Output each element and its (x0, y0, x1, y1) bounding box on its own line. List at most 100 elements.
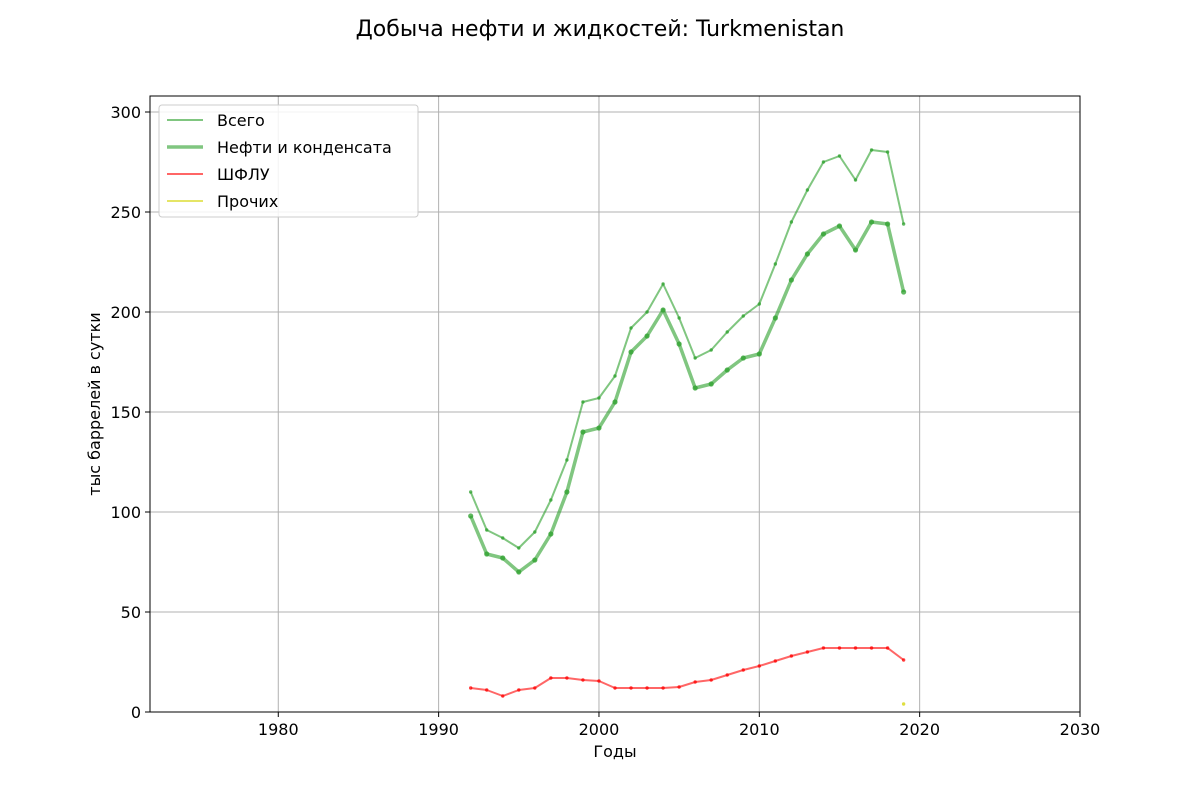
data-point (565, 458, 569, 462)
data-point (613, 374, 617, 378)
data-point (853, 646, 858, 650)
data-point (581, 400, 585, 404)
data-point (597, 679, 601, 683)
x-tick-label: 2030 (1060, 720, 1101, 739)
data-point (757, 664, 762, 668)
series-1 (468, 219, 907, 575)
data-point (836, 223, 843, 229)
legend-label: Прочих (217, 192, 278, 211)
plot-frame (149, 95, 1081, 713)
data-point (708, 381, 714, 387)
data-point (709, 678, 713, 682)
data-point (805, 188, 810, 192)
data-point (517, 688, 521, 692)
data-point (532, 557, 538, 563)
data-point (901, 658, 906, 662)
y-tick-label: 100 (110, 503, 141, 522)
legend-label: Всего (217, 111, 265, 130)
data-point (516, 569, 522, 575)
data-point (629, 326, 633, 330)
data-point (821, 160, 826, 164)
data-point (869, 148, 874, 152)
x-tick-label: 1990 (418, 720, 459, 739)
x-axis-label: Годы (593, 742, 636, 761)
data-point (724, 367, 730, 373)
data-point (645, 310, 649, 314)
data-point (740, 355, 746, 361)
x-tick-label: 2010 (739, 720, 780, 739)
data-point (901, 702, 906, 706)
data-point (756, 351, 762, 357)
data-point (852, 247, 859, 253)
data-point (661, 686, 665, 690)
y-axis-label: тыс баррелей в сутки (85, 312, 104, 495)
y-tick-label: 250 (110, 203, 141, 222)
data-point (725, 330, 729, 334)
y-tick-label: 150 (110, 403, 141, 422)
data-point (820, 231, 827, 237)
data-point (629, 686, 633, 690)
data-point (485, 688, 489, 692)
y-tick-label: 300 (110, 103, 141, 122)
series-line (469, 149, 905, 549)
series-line (469, 220, 906, 574)
data-point (580, 429, 586, 435)
data-point (596, 425, 602, 431)
data-point (501, 694, 505, 698)
data-point (804, 251, 811, 257)
data-point (628, 349, 634, 355)
data-point (853, 178, 858, 182)
legend: Всего Нефти и конденсата ШФЛУ Прочих (158, 104, 419, 218)
series-0 (468, 148, 906, 550)
data-point (612, 399, 618, 405)
legend-label: ШФЛУ (217, 165, 270, 184)
data-point (468, 686, 473, 690)
data-point (837, 154, 842, 158)
data-point (741, 668, 745, 672)
legend-box (158, 104, 419, 218)
data-point (645, 686, 649, 690)
data-point (597, 396, 601, 400)
data-point (468, 513, 474, 519)
chart-title: Добыча нефти и жидкостей: Turkmenistan (356, 17, 845, 42)
data-point (565, 676, 569, 680)
data-point (692, 385, 698, 391)
data-point (500, 555, 506, 561)
data-point (773, 262, 778, 266)
y-tick-label: 0 (131, 703, 141, 722)
data-point (533, 686, 537, 690)
series-3 (901, 702, 906, 706)
data-point (677, 685, 681, 689)
data-point (741, 314, 745, 318)
data-point (613, 686, 617, 690)
data-point (725, 673, 729, 677)
data-point (517, 546, 521, 550)
x-tick-label: 2000 (579, 720, 620, 739)
data-point (868, 219, 875, 225)
data-point (772, 315, 778, 321)
x-tick-label: 1980 (258, 720, 299, 739)
data-point (901, 289, 907, 295)
data-point (484, 551, 490, 557)
data-point (901, 222, 906, 226)
data-point (885, 646, 890, 650)
data-point (757, 302, 762, 306)
data-point (788, 277, 794, 283)
y-tick-label: 200 (110, 303, 141, 322)
data-point (660, 307, 666, 313)
data-point (533, 530, 537, 534)
data-point (885, 150, 890, 154)
series-line (470, 647, 905, 697)
data-point (549, 498, 553, 502)
data-point (468, 490, 473, 494)
data-point (677, 316, 681, 320)
data-point (644, 333, 650, 339)
series-2 (468, 646, 906, 698)
data-point (789, 654, 794, 658)
data-point (549, 676, 553, 680)
data-point (789, 220, 794, 224)
x-tick-label: 2020 (899, 720, 940, 739)
data-point (693, 680, 697, 684)
legend-label: Нефти и конденсата (217, 138, 392, 157)
